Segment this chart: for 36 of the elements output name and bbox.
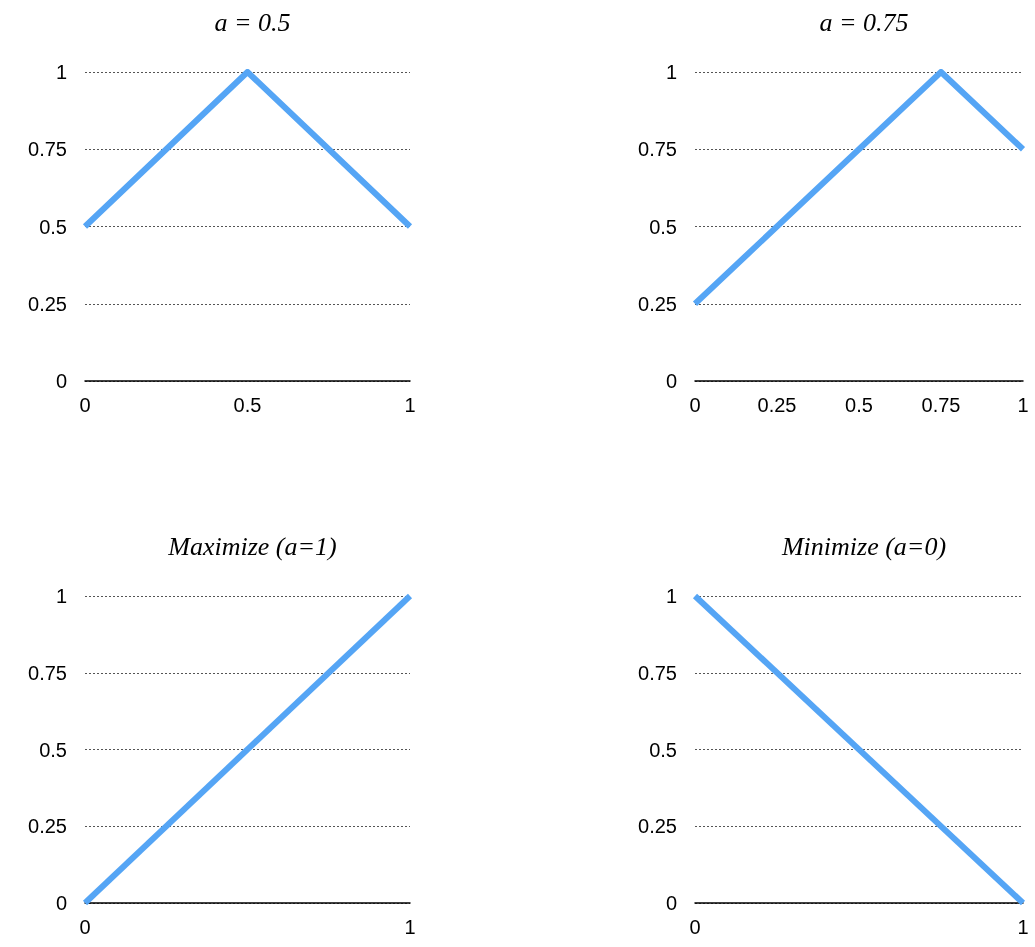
y-tick-label: 0.75 [28, 138, 67, 161]
y-tick-label: 0.75 [28, 661, 67, 684]
y-tick-label: 0.25 [28, 815, 67, 838]
x-tick-label: 1 [404, 916, 416, 938]
x-tick-label: 0 [79, 916, 91, 938]
x-tick-label: 0.5 [233, 394, 262, 416]
x-tick-label: 0 [689, 394, 701, 416]
x-tick-label: 1 [404, 394, 416, 416]
chart-title: Maximize (a=1) [167, 531, 337, 561]
x-tick-label: 0.5 [845, 394, 873, 416]
x-tick-label: 0.75 [921, 394, 961, 416]
y-tick-label: 0.5 [39, 738, 67, 761]
y-tick-label: 0 [55, 892, 67, 914]
y-tick-label: 0.5 [39, 215, 67, 238]
y-tick-label: 0 [55, 370, 67, 392]
x-tick-label: 1 [1017, 394, 1029, 416]
y-tick-label: 0.75 [638, 661, 677, 684]
x-tick-label: 0 [689, 916, 701, 938]
y-tick-label: 1 [665, 61, 677, 83]
chart-title: a = 0.5 [214, 7, 291, 37]
y-tick-label: 0 [665, 370, 677, 392]
y-tick-label: 1 [55, 61, 67, 83]
chart-title: Minimize (a=0) [780, 531, 947, 561]
x-tick-label: 0.25 [757, 394, 797, 416]
y-tick-label: 0.5 [649, 215, 677, 238]
y-tick-label: 0.75 [638, 138, 677, 161]
y-tick-label: 0 [665, 892, 677, 914]
y-tick-label: 0.25 [28, 292, 67, 315]
y-tick-label: 0.25 [638, 292, 677, 315]
y-tick-label: 0.5 [649, 738, 677, 761]
x-tick-label: 0 [79, 394, 91, 416]
x-tick-label: 1 [1017, 916, 1029, 938]
chart-title: a = 0.75 [819, 7, 909, 37]
y-tick-label: 1 [55, 585, 67, 607]
y-tick-label: 0.25 [638, 815, 677, 838]
y-tick-label: 1 [665, 585, 677, 607]
